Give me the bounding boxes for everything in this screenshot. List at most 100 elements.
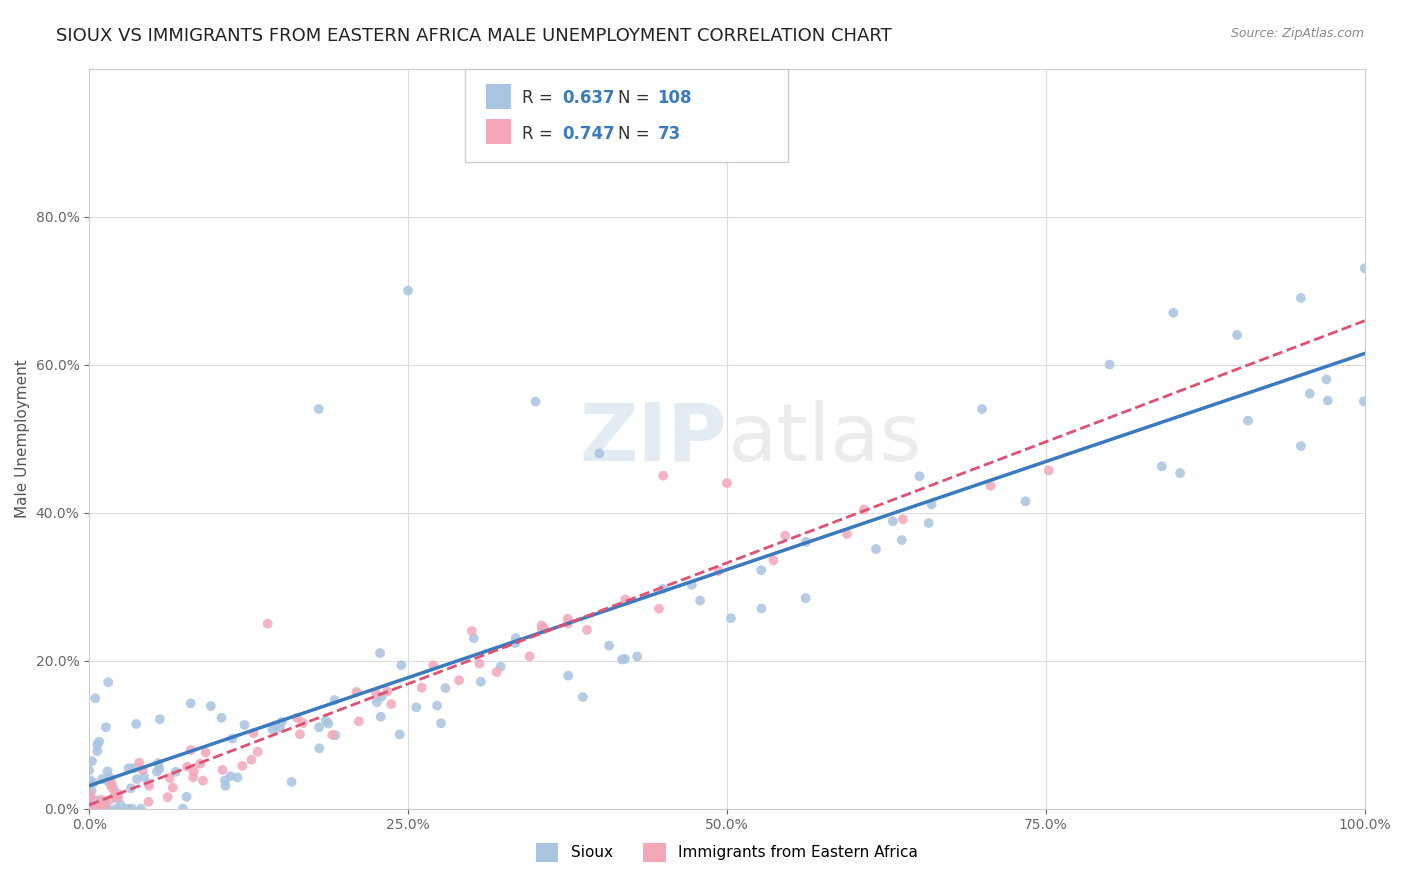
- Point: [835, 527, 858, 541]
- Point: [149, 712, 172, 726]
- Point: [269, 721, 291, 735]
- Point: [271, 714, 294, 729]
- Point: [77, 800, 100, 814]
- Point: [94, 720, 117, 734]
- Point: [83, 793, 105, 807]
- Point: [890, 533, 912, 547]
- Point: [489, 659, 512, 673]
- Text: 73: 73: [658, 125, 681, 143]
- Point: [773, 528, 796, 542]
- Point: [165, 764, 187, 779]
- Point: [138, 795, 160, 809]
- Point: [100, 780, 122, 794]
- Point: [233, 718, 256, 732]
- Point: [162, 780, 184, 795]
- Point: [231, 759, 253, 773]
- Point: [132, 763, 155, 777]
- Point: [405, 700, 427, 714]
- Point: [79, 802, 101, 816]
- Point: [614, 592, 637, 607]
- Point: [159, 771, 181, 785]
- Point: [468, 657, 491, 671]
- Point: [103, 788, 125, 802]
- Point: [648, 601, 671, 615]
- Point: [226, 771, 249, 785]
- Point: [366, 686, 388, 700]
- Point: [107, 790, 129, 805]
- Point: [94, 797, 117, 812]
- Point: [308, 741, 330, 756]
- Point: [82, 776, 104, 790]
- Point: [79, 773, 101, 788]
- Point: [122, 761, 145, 775]
- Point: [97, 675, 120, 690]
- Point: [1299, 386, 1322, 401]
- Point: [262, 723, 284, 737]
- Point: [1237, 414, 1260, 428]
- Point: [80, 802, 103, 816]
- Point: [96, 764, 118, 779]
- Point: [156, 790, 179, 805]
- Point: [318, 716, 340, 731]
- Point: [411, 681, 433, 695]
- Point: [79, 802, 101, 816]
- Legend: Sioux, Immigrants from Eastern Africa: Sioux, Immigrants from Eastern Africa: [530, 837, 924, 868]
- Point: [110, 797, 132, 812]
- Point: [707, 564, 730, 578]
- Point: [681, 578, 703, 592]
- Point: [980, 479, 1002, 493]
- Point: [370, 710, 392, 724]
- Point: [264, 718, 287, 732]
- Point: [449, 673, 471, 688]
- Point: [280, 775, 302, 789]
- Point: [430, 716, 453, 731]
- Point: [176, 760, 198, 774]
- Point: [214, 779, 236, 793]
- Point: [370, 690, 392, 704]
- Point: [80, 802, 103, 816]
- Point: [91, 802, 114, 816]
- Point: [422, 658, 444, 673]
- Point: [921, 498, 943, 512]
- Point: [148, 756, 170, 771]
- Point: [180, 743, 202, 757]
- Point: [716, 475, 738, 490]
- Point: [524, 394, 547, 409]
- Point: [389, 658, 412, 673]
- Point: [530, 622, 553, 636]
- Point: [79, 801, 101, 815]
- Point: [918, 516, 941, 530]
- Point: [136, 776, 159, 790]
- Point: [651, 582, 673, 596]
- Point: [368, 646, 391, 660]
- Point: [288, 727, 311, 741]
- Point: [908, 469, 931, 483]
- Point: [214, 773, 236, 788]
- Point: [794, 534, 817, 549]
- Point: [86, 744, 108, 758]
- Point: [180, 696, 202, 710]
- Point: [246, 745, 269, 759]
- Point: [125, 717, 148, 731]
- Point: [93, 798, 115, 813]
- Point: [346, 685, 368, 699]
- Point: [1163, 306, 1185, 320]
- Point: [200, 699, 222, 714]
- Point: [79, 802, 101, 816]
- Point: [1168, 466, 1191, 480]
- Point: [308, 402, 330, 417]
- Point: [396, 284, 419, 298]
- Point: [97, 775, 120, 789]
- Point: [91, 772, 114, 786]
- Point: [485, 665, 508, 679]
- Point: [77, 802, 100, 816]
- Point: [1316, 393, 1339, 408]
- Point: [530, 618, 553, 632]
- Point: [1289, 291, 1312, 305]
- Point: [321, 728, 343, 742]
- Point: [82, 802, 104, 816]
- Point: [1150, 459, 1173, 474]
- Point: [86, 738, 108, 752]
- Point: [125, 772, 148, 787]
- Point: [219, 769, 242, 783]
